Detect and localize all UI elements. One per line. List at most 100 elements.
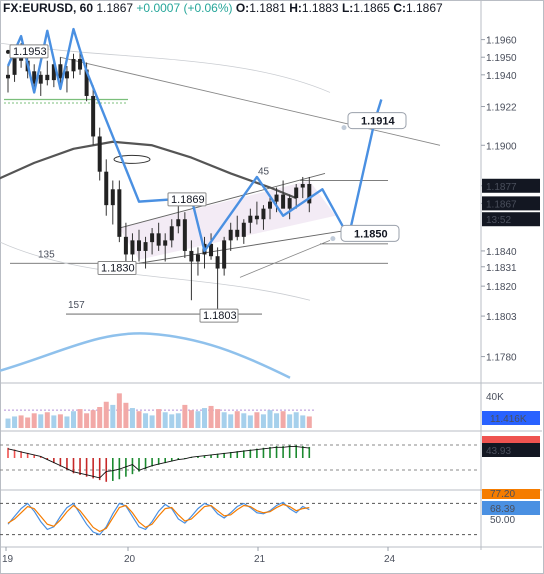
volume-bar — [116, 393, 122, 428]
candle — [248, 208, 253, 234]
level-number: 45 — [258, 166, 270, 177]
x-tick-label: 20 — [124, 554, 136, 565]
volume-bar — [31, 413, 37, 428]
symbol-label[interactable]: FX:EURUSD, 60 — [3, 1, 94, 15]
stoch-y-tick: 50.00 — [490, 515, 515, 526]
candle-body — [71, 58, 76, 72]
high-label: H: — [289, 1, 302, 15]
target-dot-lower — [330, 236, 336, 242]
candle-body — [228, 229, 233, 241]
candle — [228, 222, 233, 251]
candle — [137, 229, 141, 262]
candle-body — [307, 184, 312, 204]
candle — [195, 247, 200, 276]
candle-body — [38, 74, 43, 84]
candle-body — [235, 229, 240, 237]
volume-bar — [71, 411, 76, 428]
level-number: 157 — [68, 300, 85, 311]
lower-trend-line — [239, 239, 331, 278]
candle-body — [130, 240, 135, 255]
macd-signal-line — [7, 446, 310, 479]
candle — [38, 71, 43, 96]
volume-bar — [293, 412, 299, 428]
y-tick-label: 1.1803 — [486, 312, 517, 323]
high-value: 1.1883 — [301, 1, 339, 15]
candle-body — [64, 71, 69, 79]
candle — [209, 233, 214, 260]
close-value: 1.1867 — [406, 1, 443, 15]
candle-body — [254, 215, 259, 220]
candle — [45, 60, 50, 86]
volume-bar — [77, 409, 83, 428]
candle-body — [97, 136, 102, 172]
stoch-d-line — [7, 503, 310, 533]
candle — [156, 222, 161, 251]
volume-badge — [482, 411, 540, 425]
volume-bar — [182, 404, 188, 428]
target-dot-upper — [341, 125, 347, 131]
volume-bar — [280, 411, 286, 428]
volume-bar — [306, 416, 312, 428]
candle-body — [45, 74, 50, 81]
candle-body — [32, 71, 37, 84]
y-tick-label: 1.1820 — [486, 282, 517, 293]
candle-body — [78, 58, 83, 70]
candle — [97, 127, 102, 181]
volume-bar — [195, 411, 201, 428]
candle — [261, 205, 266, 230]
candle-body — [156, 233, 161, 246]
candle-body — [287, 198, 292, 209]
price-label-text: 1.1803 — [203, 310, 237, 322]
candle — [241, 219, 246, 244]
volume-bar — [162, 412, 168, 428]
candle — [182, 212, 187, 258]
candle — [104, 159, 109, 216]
volume-bar — [300, 415, 306, 428]
close-label: C: — [393, 1, 406, 15]
candle-body — [195, 254, 200, 262]
pivot-dot — [6, 49, 10, 54]
y-tick-label: 1.1940 — [486, 71, 517, 82]
volume-bar — [260, 414, 266, 428]
stoch-badge-text: 68.39 — [490, 504, 515, 515]
volume-bar — [169, 414, 175, 428]
candle-body — [241, 222, 246, 237]
envelope-upper — [0, 42, 331, 93]
price-label-box — [167, 192, 207, 207]
target-label-text: 1.1850 — [354, 228, 388, 240]
candle — [287, 194, 292, 220]
candle-body — [281, 194, 286, 209]
candle-body — [163, 240, 168, 246]
candle-body — [150, 233, 155, 243]
price-label-text: 1.1953 — [13, 46, 47, 58]
candle-body — [294, 187, 299, 199]
volume-bar — [156, 409, 162, 428]
axis-badge-text: 1.1877 — [486, 182, 517, 193]
candle-body — [274, 194, 279, 202]
volume-y-tick: 40K — [486, 392, 504, 403]
candle-body — [51, 64, 56, 81]
x-tick-label: 24 — [384, 554, 396, 565]
candle-body — [300, 184, 305, 188]
candle-body — [176, 219, 181, 227]
volume-bar — [97, 407, 103, 428]
price-label-box — [97, 261, 137, 276]
candle-body — [19, 57, 24, 61]
volume-bar — [175, 413, 181, 428]
candle-body — [137, 240, 141, 251]
candle-body — [104, 171, 109, 206]
y-tick-label: 1.1950 — [486, 53, 517, 64]
candle — [150, 228, 155, 255]
target-label-box — [340, 224, 400, 242]
candle — [58, 57, 63, 84]
volume-bar — [149, 415, 155, 428]
channel-bottom-line — [138, 229, 351, 264]
volume-badge-text: 11.416K — [490, 414, 527, 425]
volume-bar — [51, 415, 57, 428]
candle-body — [209, 243, 214, 257]
envelope-lower — [0, 241, 311, 301]
change-value: +0.0007 (+0.06%) — [136, 1, 233, 15]
volume-bar — [136, 411, 142, 428]
y-tick-label: 1.1780 — [486, 353, 517, 364]
